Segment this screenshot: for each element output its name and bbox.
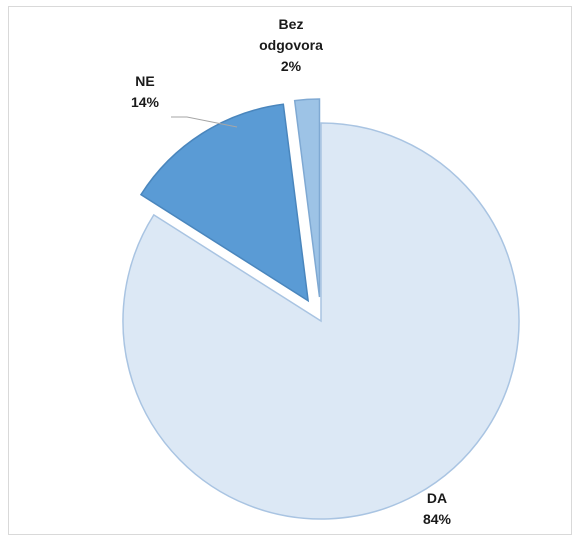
slice-label-bez-odgovora: odgovora [259,37,323,53]
slice-label-da: DA [427,490,447,506]
slice-value-da: 84% [423,511,452,527]
pie-labels: DA 84% NE 14% Bez odgovora 2% [131,16,452,527]
pie-slices [122,98,520,520]
pie-chart: DA 84% NE 14% Bez odgovora 2% [122,16,520,527]
chart-frame: DA 84% NE 14% Bez odgovora 2% [8,6,572,535]
pie-slice-ne [139,103,310,303]
slice-label-bez-odgovora: Bez [279,16,304,32]
pie-slice-bez-odgovora [293,98,321,298]
slice-value-bez-odgovora: 2% [281,58,302,74]
leader-line-ne [171,116,238,128]
slice-value-ne: 14% [131,94,160,110]
pie-slice-da [122,122,520,520]
slice-label-ne: NE [135,73,154,89]
